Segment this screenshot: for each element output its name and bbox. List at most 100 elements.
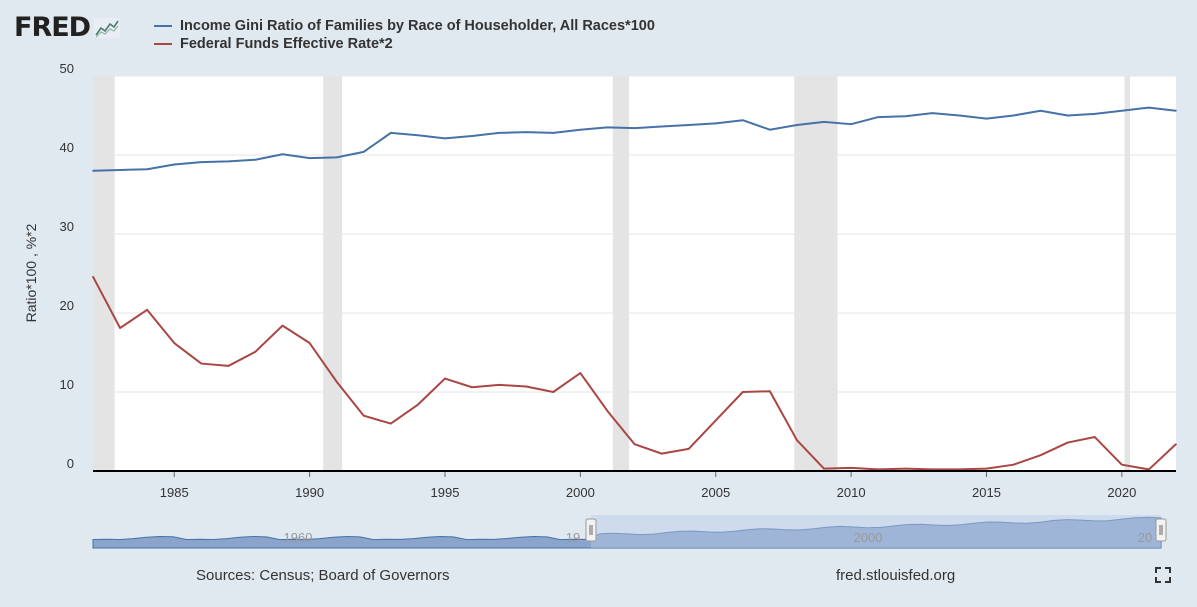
fedfunds-data-point — [714, 419, 717, 422]
fedfunds-data-point — [606, 410, 609, 412]
gini-data-point — [985, 117, 988, 120]
x-axis-ticks: 1985 1990 1995 2000 2005 2010 2015 2020 — [160, 471, 1136, 500]
fedfunds-data-point — [1175, 443, 1177, 445]
gini-data-point — [660, 125, 663, 128]
legend-swatch-fedfunds — [154, 43, 172, 45]
fedfunds-data-point — [525, 385, 527, 388]
gini-data-point — [579, 128, 582, 131]
x-tick-label: 2010 — [837, 485, 866, 500]
fedfunds-data-point — [552, 391, 555, 393]
fedfunds-data-point — [931, 468, 934, 471]
navigator-label: 19 — [566, 530, 580, 545]
series-lines — [92, 106, 1177, 471]
fedfunds-data-point — [1121, 463, 1123, 466]
plot-background — [93, 76, 1176, 471]
fedfunds-data-point — [417, 403, 419, 406]
x-tick-label: 2000 — [566, 485, 595, 500]
y-tick-label: 20 — [60, 298, 74, 313]
y-tick-label: 40 — [60, 140, 74, 155]
fedfunds-data-point — [146, 309, 148, 311]
fedfunds-data-point — [742, 391, 744, 393]
gini-data-point — [471, 135, 473, 137]
gini-data-point — [1121, 109, 1123, 112]
x-tick-label: 2015 — [972, 485, 1001, 500]
fedfunds-data-point — [92, 275, 94, 278]
fedfunds-data-point — [877, 468, 879, 471]
gini-data-point — [687, 124, 690, 126]
gini-data-point — [742, 119, 744, 122]
fedfunds-data-point — [227, 365, 230, 367]
gini-data-point — [146, 168, 148, 171]
y-axis-ticks: 0 10 20 30 40 50 — [60, 61, 74, 471]
recession-band — [323, 76, 343, 471]
gini-data-point — [1148, 106, 1150, 109]
gini-data-point — [173, 163, 176, 166]
legend-item-fedfunds[interactable]: Federal Funds Effective Rate*2 — [154, 35, 655, 53]
navigator-selected-window[interactable] — [591, 515, 1161, 548]
legend-item-gini[interactable]: Income Gini Ratio of Families by Race of… — [154, 17, 655, 35]
fedfunds-data-point — [633, 443, 636, 445]
navigator-right-handle[interactable] — [1155, 518, 1167, 542]
fedfunds-data-point — [1066, 441, 1069, 444]
fedfunds-data-point — [335, 380, 338, 383]
gini-data-point — [1012, 114, 1015, 117]
fedfunds-data-point — [119, 327, 121, 329]
navigator-left-handle[interactable] — [585, 518, 597, 542]
gini-data-point — [335, 156, 338, 159]
fullscreen-icon[interactable] — [1154, 566, 1172, 584]
gini-data-point — [525, 131, 527, 133]
gini-data-point — [119, 169, 121, 171]
fedfunds-data-point — [444, 377, 446, 380]
gini-data-point — [769, 128, 771, 131]
navigator[interactable]: 1960 19 2000 20 — [92, 515, 1176, 549]
fedfunds-data-point — [1093, 436, 1096, 438]
y-tick-label: 30 — [60, 219, 74, 234]
fedfunds-data-point — [823, 467, 825, 470]
gini-data-point — [1039, 109, 1042, 112]
fedfunds-data-point — [390, 422, 392, 425]
gini-data-point — [92, 170, 94, 172]
navigator-label: 2000 — [854, 530, 883, 545]
fedfunds-data-point — [1012, 463, 1015, 466]
gini-data-point — [362, 151, 365, 153]
recession-band — [794, 76, 838, 471]
fedfunds-data-point — [471, 386, 473, 389]
fedfunds-data-point — [958, 468, 961, 471]
fedfunds-data-point — [200, 362, 203, 365]
x-tick-label: 2020 — [1107, 485, 1136, 500]
fedfunds-data-point — [985, 467, 988, 470]
x-tick-label: 1985 — [160, 485, 189, 500]
gini-data-point — [254, 158, 257, 161]
gini-data-point — [227, 160, 230, 163]
navigator-label: 20 — [1138, 530, 1152, 545]
gini-data-point — [498, 132, 500, 134]
navigator-label: 1960 — [284, 530, 313, 545]
site-link[interactable]: fred.stlouisfed.org — [836, 567, 956, 584]
fedfunds-data-point — [362, 414, 365, 417]
fred-logo[interactable]: FRED — [14, 13, 121, 43]
gini-data-point — [606, 126, 609, 129]
legend-label-gini: Income Gini Ratio of Families by Race of… — [180, 18, 655, 34]
gini-data-point — [850, 123, 852, 125]
gini-data-point — [1066, 114, 1069, 117]
fedfunds-data-point — [308, 342, 311, 344]
y-tick-label: 10 — [60, 377, 74, 392]
fedfunds-data-point — [769, 390, 771, 393]
gini-data-point — [958, 114, 961, 117]
sources-text: Sources: Census; Board of Governors — [196, 567, 450, 584]
fedfunds-data-point — [173, 342, 176, 344]
x-tick-label: 1995 — [431, 485, 460, 500]
fedfunds-data-point — [1039, 454, 1042, 457]
gini-data-point — [714, 122, 717, 125]
fedfunds-data-point — [687, 448, 690, 450]
fedfunds-data-point — [796, 439, 798, 441]
gini-data-point — [417, 134, 419, 137]
y-tick-label: 0 — [67, 456, 74, 471]
x-tick-label: 1990 — [295, 485, 324, 500]
y-axis-label: Ratio*100 , %*2 — [23, 223, 39, 322]
gini-data-point — [552, 132, 555, 134]
gini-data-point — [390, 132, 392, 134]
fedfunds-data-point — [281, 324, 284, 327]
gini-data-point — [904, 115, 907, 118]
